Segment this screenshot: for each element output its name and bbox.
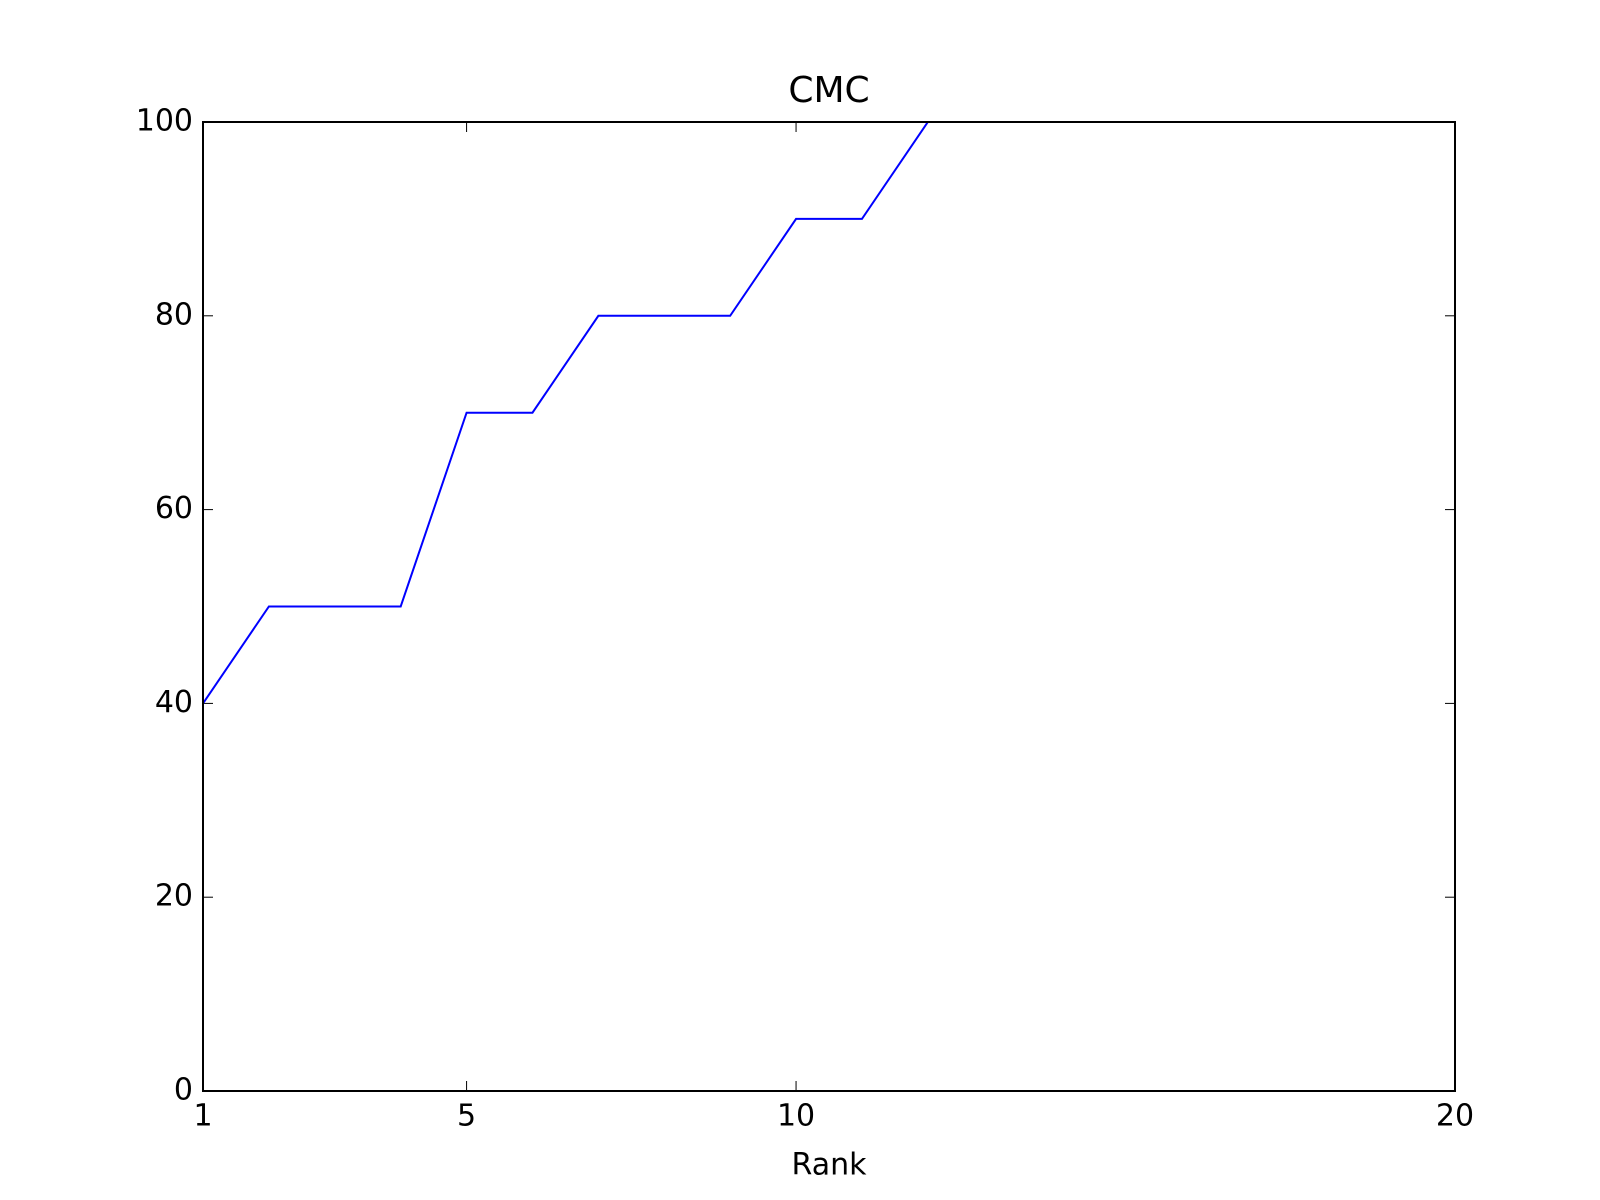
data-line bbox=[202, 121, 1455, 704]
y-tick-label: 80 bbox=[155, 297, 193, 332]
x-tick-label: 10 bbox=[777, 1099, 815, 1134]
y-tick-label: 40 bbox=[155, 685, 193, 720]
y-tick-label: 100 bbox=[136, 104, 193, 139]
x-axis-label: Rank bbox=[792, 1148, 868, 1183]
chart-title: CMC bbox=[788, 70, 869, 111]
x-tick-label: 5 bbox=[457, 1099, 476, 1134]
y-tick-label: 0 bbox=[174, 1073, 193, 1108]
y-tick-label: 20 bbox=[155, 879, 193, 914]
y-tick-label: 60 bbox=[155, 491, 193, 526]
x-tick-label: 1 bbox=[193, 1099, 212, 1134]
x-tick-label: 20 bbox=[1436, 1099, 1474, 1134]
plot-frame bbox=[202, 121, 1456, 1092]
